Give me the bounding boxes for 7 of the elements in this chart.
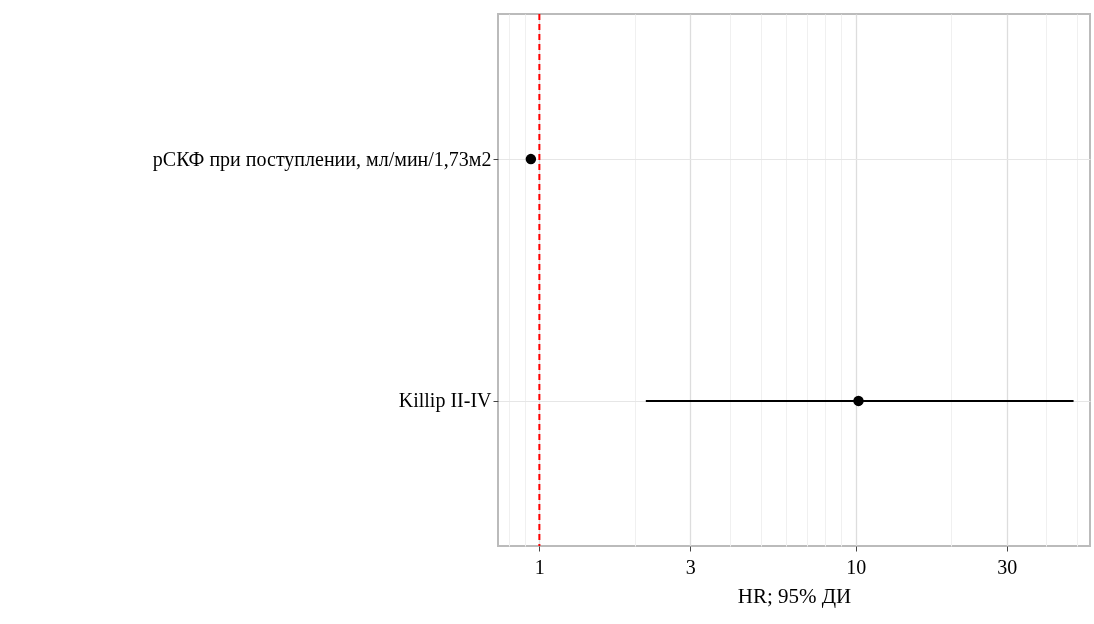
x-tick-label: 10 xyxy=(846,555,867,578)
x-tick-label: 3 xyxy=(685,555,696,578)
x-tick-label: 30 xyxy=(997,555,1018,578)
y-tick-label: Killip II-IV xyxy=(398,389,493,413)
x-axis-title: HR; 95% ДИ xyxy=(737,583,852,608)
y-tick-label: рСКФ при поступлении, мл/мин/1,73м2 xyxy=(152,147,492,171)
x-tick-label: 1 xyxy=(534,555,545,578)
